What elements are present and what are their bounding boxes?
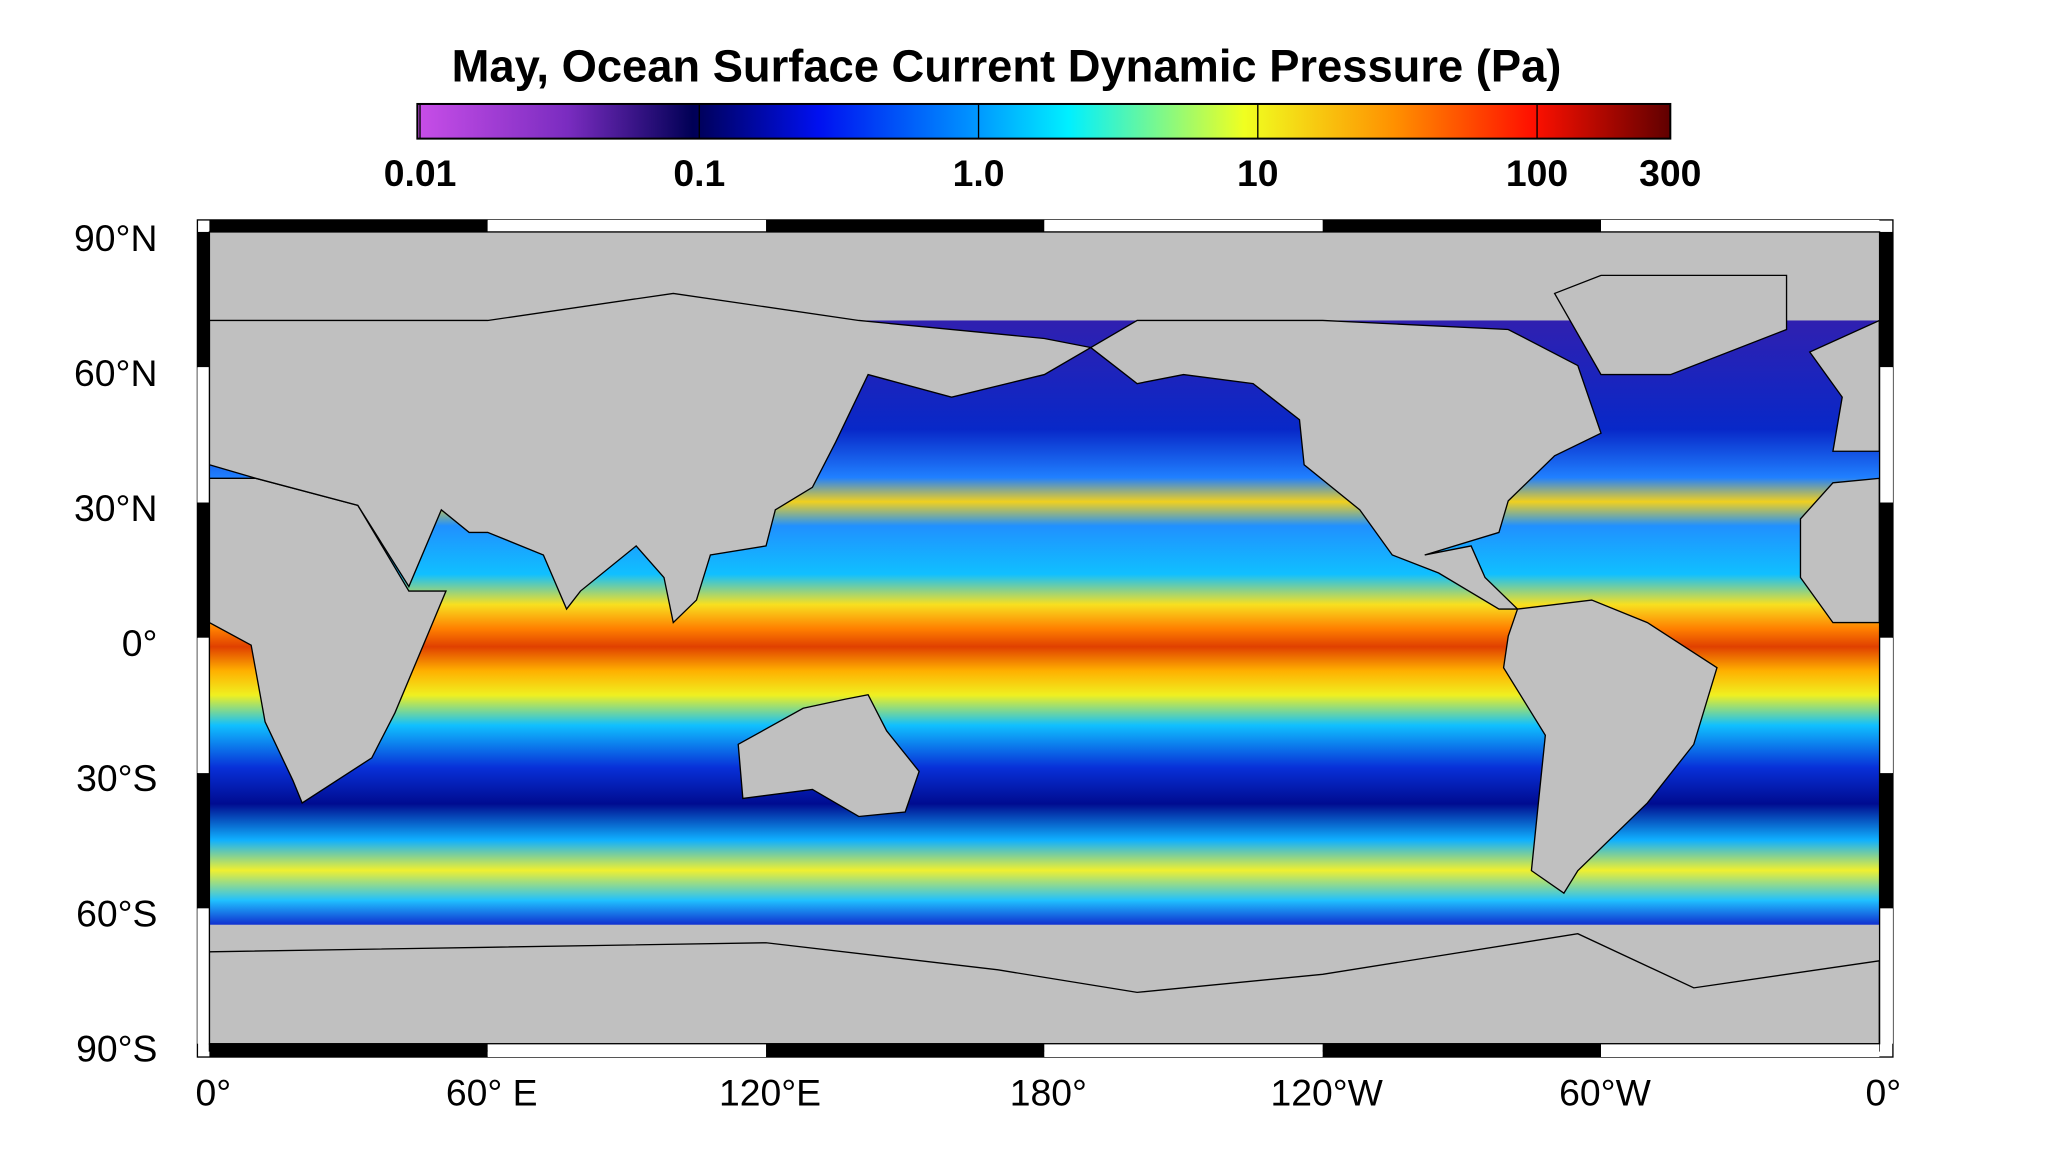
border-strip xyxy=(1879,908,1893,1044)
border-strip xyxy=(1044,1043,1323,1058)
border-strip xyxy=(766,1043,1045,1058)
border-strip xyxy=(209,1043,488,1058)
plot-border xyxy=(208,231,1881,1045)
border-strip xyxy=(1601,219,1880,232)
border-strip xyxy=(487,219,767,232)
border-strip xyxy=(1879,502,1893,638)
border-strip xyxy=(197,773,210,909)
border-strip xyxy=(1879,231,1893,368)
colorbar-tick-label: 100 xyxy=(1506,152,1568,194)
border-strip xyxy=(1322,1043,1602,1058)
land-europe-west xyxy=(1808,319,1880,452)
longitude-label: 60°W xyxy=(1559,1072,1651,1114)
longitude-label: 180° xyxy=(1010,1072,1087,1114)
border-strip xyxy=(197,231,210,368)
colorbar xyxy=(416,102,1672,140)
border-strip xyxy=(1879,773,1893,909)
border-strip xyxy=(197,502,210,638)
land-north-america xyxy=(1089,319,1602,610)
border-strip xyxy=(487,1043,767,1058)
border-strip xyxy=(1044,219,1323,232)
longitude-label: 120°E xyxy=(719,1072,821,1114)
latitude-label: 60°N xyxy=(74,352,157,394)
latitude-label: 90°S xyxy=(76,1027,157,1069)
colorbar-tick-label: 300 xyxy=(1639,152,1701,194)
title: May, Ocean Surface Current Dynamic Press… xyxy=(452,40,1562,91)
colorbar-tick-label: 0.01 xyxy=(384,152,457,194)
colorbar-tick-label: 1.0 xyxy=(953,152,1005,194)
longitude-label: 0° xyxy=(1865,1072,1901,1114)
land-greenland xyxy=(1553,274,1788,376)
latitude-label: 90°N xyxy=(74,217,157,259)
latitude-label: 30°N xyxy=(74,487,157,529)
border-strip xyxy=(1879,637,1893,774)
border-strip xyxy=(209,219,488,232)
border-strip xyxy=(197,367,210,503)
border-strip xyxy=(1322,219,1602,232)
border-strip xyxy=(1879,367,1893,503)
border-strip xyxy=(197,637,210,774)
latitude-label: 0° xyxy=(122,622,158,664)
land-australia xyxy=(737,693,920,818)
border-strip xyxy=(766,219,1045,232)
longitude-label: 0° xyxy=(196,1072,232,1114)
colorbar-tick-label: 10 xyxy=(1237,152,1279,194)
longitude-label: 60° E xyxy=(446,1072,538,1114)
colorbar-tick-label: 0.1 xyxy=(673,152,725,194)
land-south-america xyxy=(1502,599,1718,895)
latitude-label: 30°S xyxy=(76,757,157,799)
border-strip xyxy=(1601,1043,1880,1058)
latitude-label: 60°S xyxy=(76,892,157,934)
land-eurasia xyxy=(208,292,1093,624)
border-strip xyxy=(197,908,210,1044)
longitude-label: 120°W xyxy=(1270,1072,1383,1114)
